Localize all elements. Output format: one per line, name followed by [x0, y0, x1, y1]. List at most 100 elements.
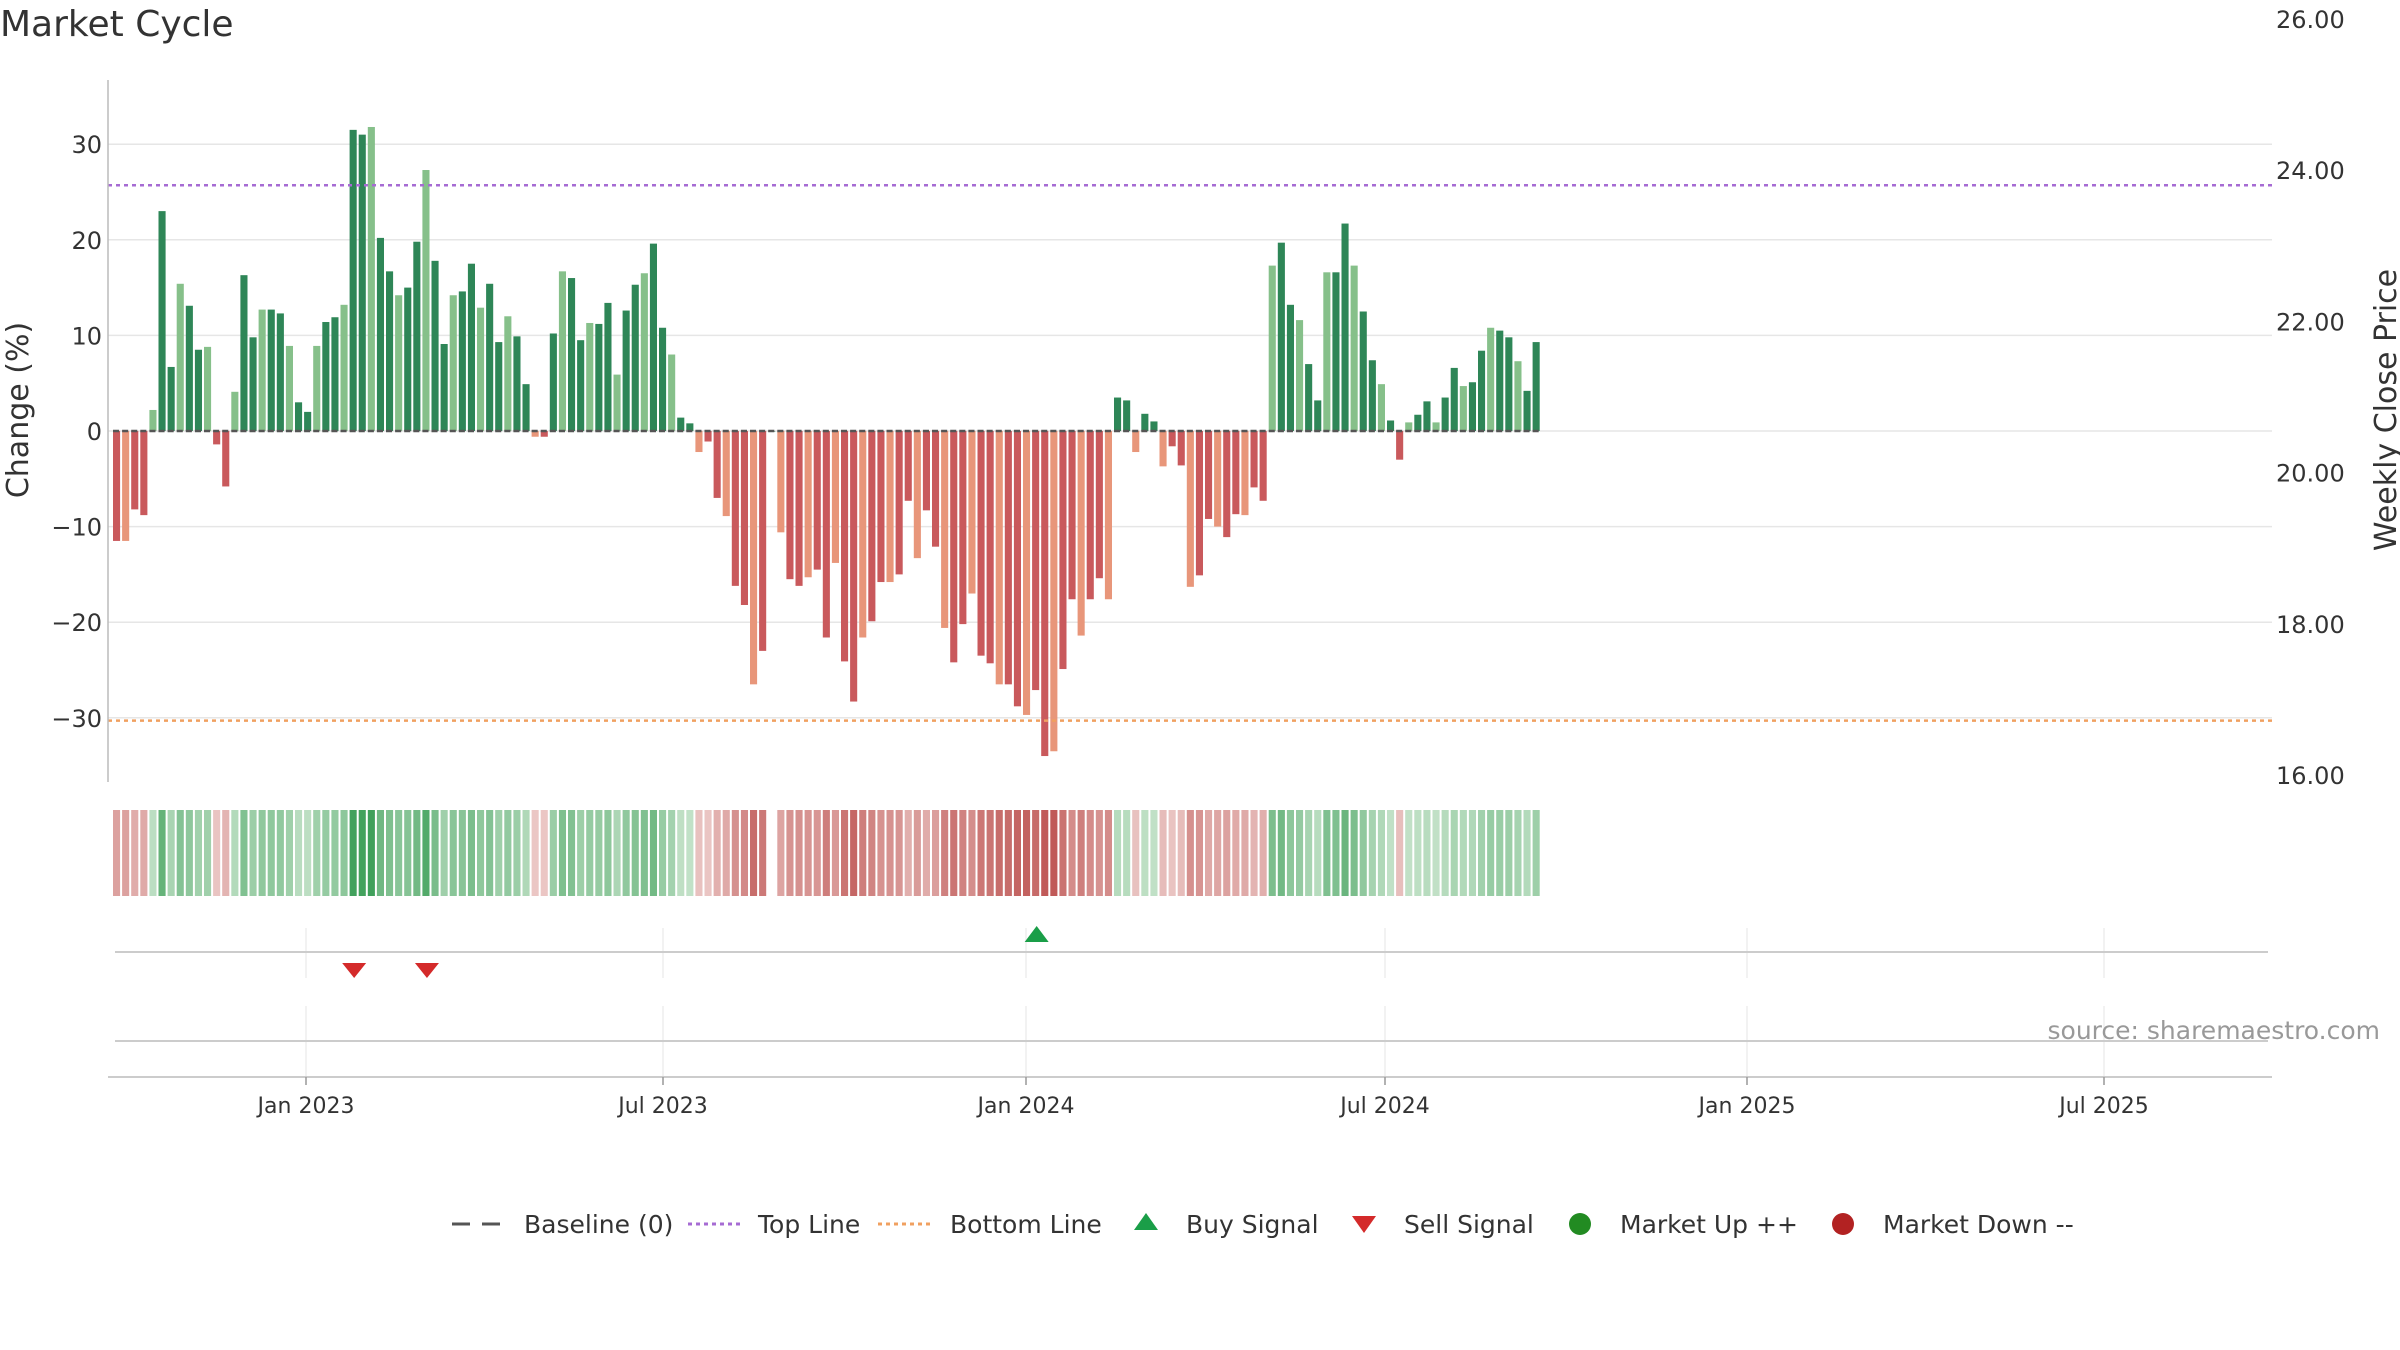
- bar: [586, 322, 594, 431]
- bar: [1050, 431, 1058, 752]
- bar: [1387, 420, 1395, 431]
- heat-cell: [822, 810, 830, 896]
- bar: [395, 295, 403, 431]
- heat-cell: [1296, 810, 1304, 896]
- bar: [1205, 431, 1213, 519]
- bar: [1286, 304, 1294, 431]
- bar: [577, 340, 585, 431]
- bar: [995, 431, 1003, 685]
- heat-cell: [1314, 810, 1322, 896]
- bar: [522, 384, 530, 431]
- heat-cell: [1077, 810, 1085, 896]
- bar: [1259, 431, 1267, 501]
- heat-cell: [704, 810, 712, 896]
- cycle-heat-strip: [113, 810, 1540, 896]
- bar: [1459, 386, 1467, 431]
- bar: [1114, 397, 1122, 431]
- heat-cell: [1032, 810, 1040, 896]
- bar: [850, 431, 858, 702]
- heat-cell: [1532, 810, 1540, 896]
- heat-cell: [959, 810, 967, 896]
- heat-cell: [313, 810, 321, 896]
- heat-cell: [750, 810, 758, 896]
- y-tick-label: 30: [71, 131, 102, 159]
- y2-tick-label: 16.00: [2276, 762, 2345, 790]
- legend-sell-signal: Sell Signal: [1352, 1210, 1534, 1239]
- heat-cell: [950, 810, 958, 896]
- heat-cell: [413, 810, 421, 896]
- heat-cell: [968, 810, 976, 896]
- heat-cell: [440, 810, 448, 896]
- bar: [1314, 400, 1322, 431]
- bar: [1095, 431, 1103, 579]
- heat-cell: [340, 810, 348, 896]
- bar: [140, 431, 148, 516]
- change-bars: [113, 126, 1540, 757]
- heat-cell: [1259, 810, 1267, 896]
- x-tick-label: Jul 2023: [616, 1094, 708, 1119]
- buy-signal-marker: [1024, 926, 1049, 942]
- heat-cell: [986, 810, 994, 896]
- heat-cell: [249, 810, 257, 896]
- bar: [194, 349, 202, 431]
- heat-cell: [877, 810, 885, 896]
- bar: [1059, 431, 1067, 670]
- heat-cell: [622, 810, 630, 896]
- bar: [376, 237, 384, 431]
- bar: [1305, 364, 1313, 431]
- heat-cell: [677, 810, 685, 896]
- bar: [1468, 382, 1476, 431]
- bar: [640, 273, 648, 431]
- bar: [759, 431, 767, 651]
- bar: [886, 431, 894, 583]
- bar: [1077, 431, 1085, 636]
- bar: [558, 271, 566, 431]
- heat-cell: [122, 810, 130, 896]
- bar: [404, 287, 412, 431]
- bar: [913, 431, 921, 559]
- heat-cell: [449, 810, 457, 896]
- buy-signal-icon: [1134, 1213, 1158, 1230]
- bar: [922, 431, 930, 511]
- bar: [513, 336, 521, 431]
- bar: [240, 275, 248, 431]
- heat-cell: [395, 810, 403, 896]
- legend: Baseline (0) Top Line Bottom Line Buy Si…: [452, 1210, 2074, 1239]
- heat-cell: [1332, 810, 1340, 896]
- heat-cell: [740, 810, 748, 896]
- heat-cell: [258, 810, 266, 896]
- bar: [1323, 272, 1331, 431]
- legend-market-up: Market Up ++: [1569, 1210, 1798, 1239]
- heat-cell: [1459, 810, 1467, 896]
- bar: [1368, 360, 1376, 431]
- bar: [467, 263, 475, 431]
- heat-cell: [1168, 810, 1176, 896]
- heat-cell: [504, 810, 512, 896]
- heat-cell: [295, 810, 303, 896]
- bar: [1195, 431, 1203, 576]
- heat-cell: [1523, 810, 1531, 896]
- heat-cell: [1359, 810, 1367, 896]
- bar: [1168, 431, 1176, 447]
- heat-cell: [1377, 810, 1385, 896]
- heat-cell: [1132, 810, 1140, 896]
- bar: [440, 344, 448, 431]
- heat-cell: [1432, 810, 1440, 896]
- y-tick-label: 0: [87, 418, 102, 446]
- heat-cell: [495, 810, 503, 896]
- heat-cell: [1323, 810, 1331, 896]
- bar: [331, 317, 339, 431]
- heat-cell: [240, 810, 248, 896]
- bar: [222, 431, 230, 487]
- heat-cell: [813, 810, 821, 896]
- bar: [1532, 342, 1540, 431]
- heat-cell: [722, 810, 730, 896]
- bar: [1214, 431, 1222, 527]
- bar: [1186, 431, 1194, 587]
- heat-cell: [886, 810, 894, 896]
- signal-panel: [108, 926, 2272, 1078]
- legend-buy-signal: Buy Signal: [1134, 1210, 1319, 1239]
- legend-baseline-label: Baseline (0): [524, 1210, 673, 1239]
- heat-cell: [522, 810, 530, 896]
- bar: [731, 431, 739, 586]
